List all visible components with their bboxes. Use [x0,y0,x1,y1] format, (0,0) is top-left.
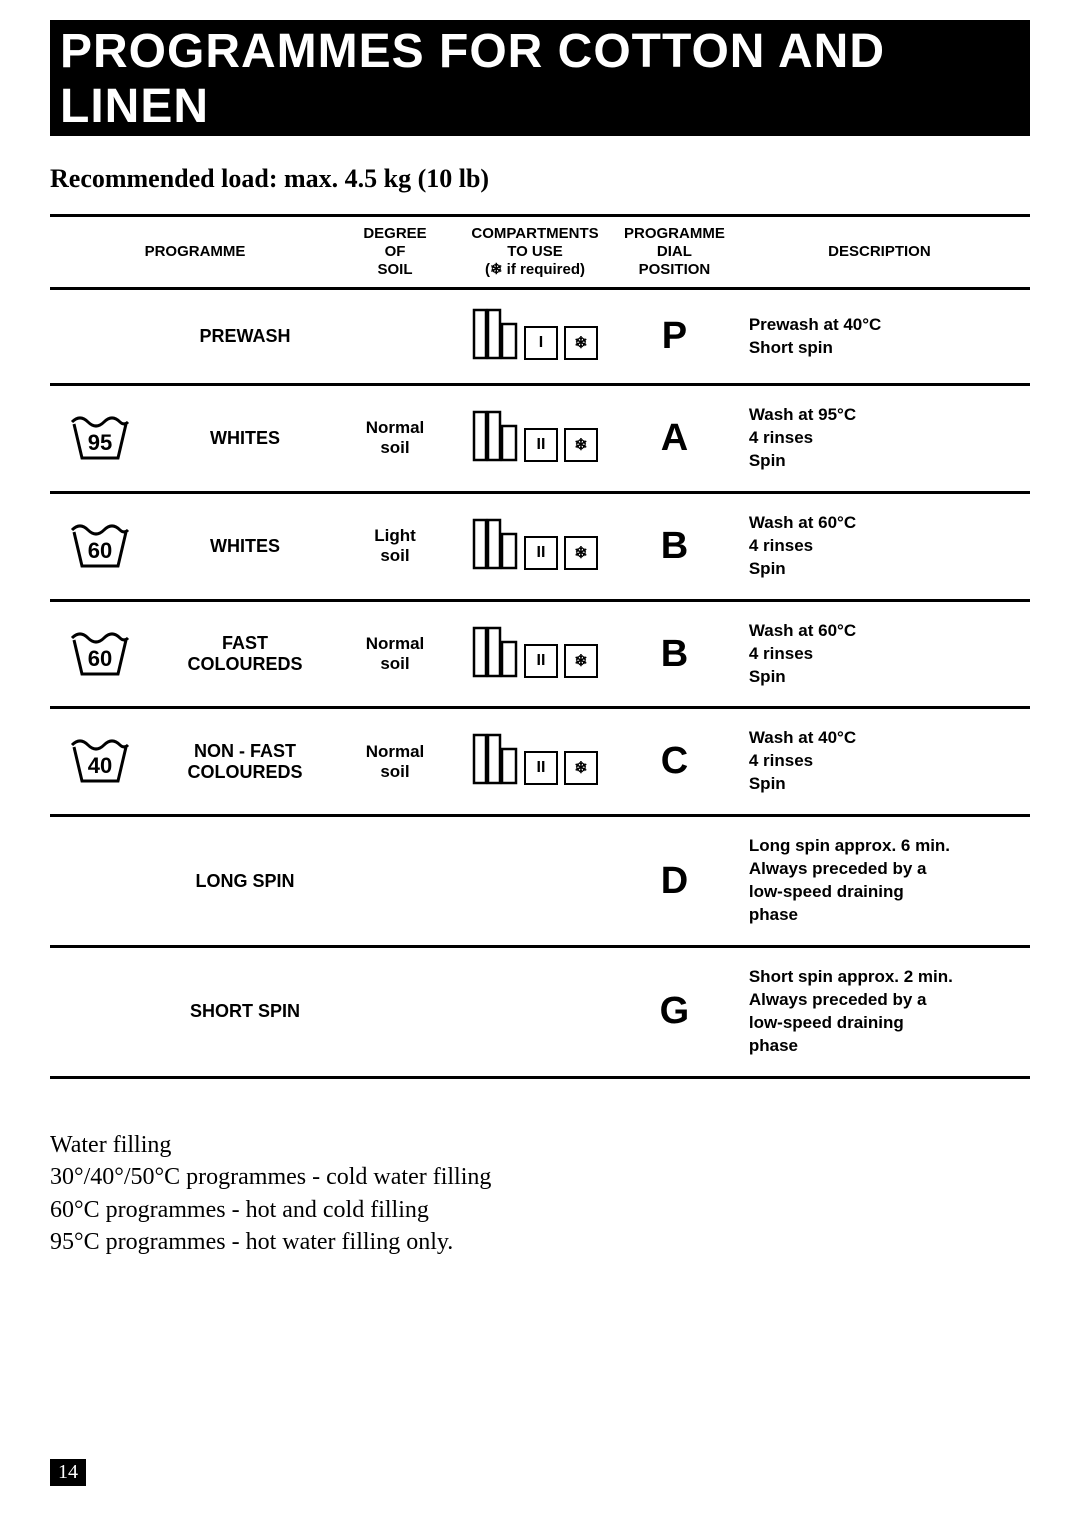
compartment-drawer-icon [472,518,518,570]
col-header-dial: PROGRAMMEDIALPOSITION [620,216,729,289]
compartment-drawer-icon [472,626,518,678]
table-row: 60 WHITES Lightsoil II❄ B Wash at 60°C4 … [50,492,1030,600]
programme-name-cell: FASTCOLOUREDS [150,600,340,708]
description-cell: Long spin approx. 6 min.Always preceded … [729,816,1030,947]
page-number: 14 [50,1459,86,1486]
footer-line: 60°C programmes - hot and cold filling [50,1194,1030,1226]
description-cell: Wash at 40°C4 rinsesSpin [729,708,1030,816]
wash-tub-icon: 60 [68,516,132,572]
compartments-cell [450,947,620,1078]
dial-position-cell: G [620,947,729,1078]
programmes-table: PROGRAMME DEGREEOFSOIL COMPARTMENTSTO US… [50,214,1030,1079]
compartment-box: ❄ [564,536,598,570]
soil-cell: Normalsoil [340,385,450,493]
compartments-cell: I❄ [450,289,620,385]
soil-cell: Lightsoil [340,492,450,600]
col-header-soil: DEGREEOFSOIL [340,216,450,289]
soil-cell [340,947,450,1078]
description-cell: Wash at 60°C4 rinsesSpin [729,600,1030,708]
recommended-load-subhead: Recommended load: max. 4.5 kg (10 lb) [50,164,1030,194]
table-row: SHORT SPIN G Short spin approx. 2 min.Al… [50,947,1030,1078]
page-header-bar: PROGRAMMES FOR COTTON AND LINEN [50,20,1030,136]
table-header-row: PROGRAMME DEGREEOFSOIL COMPARTMENTSTO US… [50,216,1030,289]
compartment-box: II [524,644,558,678]
description-cell: Wash at 95°C4 rinsesSpin [729,385,1030,493]
compartment-drawer-icon [472,410,518,462]
compartments-cell: II❄ [450,600,620,708]
programme-name-cell: NON - FASTCOLOUREDS [150,708,340,816]
soil-cell: Normalsoil [340,708,450,816]
compartment-box: I [524,326,558,360]
water-filling-notes: Water filling 30°/40°/50°C programmes - … [50,1129,1030,1259]
programme-icon-cell: 60 [50,600,150,708]
dial-position-cell: A [620,385,729,493]
soil-cell [340,816,450,947]
table-row: PREWASH I❄ P Prewash at 40°CShort spin [50,289,1030,385]
programme-name-cell: WHITES [150,492,340,600]
description-cell: Prewash at 40°CShort spin [729,289,1030,385]
compartments-cell: II❄ [450,385,620,493]
table-row: 95 WHITES Normalsoil II❄ A Wash at 95°C4… [50,385,1030,493]
dial-position-cell: D [620,816,729,947]
programme-name-cell: SHORT SPIN [150,947,340,1078]
dial-position-cell: B [620,600,729,708]
col-header-programme: PROGRAMME [50,216,340,289]
soil-cell [340,289,450,385]
col-header-description: DESCRIPTION [729,216,1030,289]
compartments-cell: II❄ [450,708,620,816]
wash-tub-icon: 40 [68,731,132,787]
col-header-compartments: COMPARTMENTSTO USE(❄ if required) [450,216,620,289]
svg-text:40: 40 [88,753,112,778]
svg-text:60: 60 [88,646,112,671]
programme-icon-cell [50,947,150,1078]
svg-text:95: 95 [88,430,112,455]
compartment-box: II [524,536,558,570]
description-cell: Wash at 60°C4 rinsesSpin [729,492,1030,600]
compartment-box: II [524,751,558,785]
programme-icon-cell [50,289,150,385]
programme-icon-cell: 40 [50,708,150,816]
programme-name-cell: WHITES [150,385,340,493]
wash-tub-icon: 95 [68,408,132,464]
footer-line: 95°C programmes - hot water filling only… [50,1226,1030,1258]
dial-position-cell: C [620,708,729,816]
footer-line: Water filling [50,1129,1030,1161]
programme-name-cell: LONG SPIN [150,816,340,947]
compartment-drawer-icon [472,308,518,360]
dial-position-cell: P [620,289,729,385]
compartment-box: ❄ [564,428,598,462]
wash-tub-icon: 60 [68,624,132,680]
compartment-box: ❄ [564,751,598,785]
programme-name-cell: PREWASH [150,289,340,385]
compartments-cell: II❄ [450,492,620,600]
programme-icon-cell: 95 [50,385,150,493]
description-cell: Short spin approx. 2 min.Always preceded… [729,947,1030,1078]
compartment-box: ❄ [564,326,598,360]
svg-text:60: 60 [88,538,112,563]
footer-line: 30°/40°/50°C programmes - cold water fil… [50,1161,1030,1193]
compartment-drawer-icon [472,733,518,785]
compartments-cell [450,816,620,947]
soil-cell: Normalsoil [340,600,450,708]
programme-icon-cell: 60 [50,492,150,600]
table-row: 60 FASTCOLOUREDS Normalsoil II❄ B Wash a… [50,600,1030,708]
table-row: LONG SPIN D Long spin approx. 6 min.Alwa… [50,816,1030,947]
programme-icon-cell [50,816,150,947]
table-row: 40 NON - FASTCOLOUREDS Normalsoil II❄ C … [50,708,1030,816]
compartment-box: II [524,428,558,462]
compartment-box: ❄ [564,644,598,678]
dial-position-cell: B [620,492,729,600]
